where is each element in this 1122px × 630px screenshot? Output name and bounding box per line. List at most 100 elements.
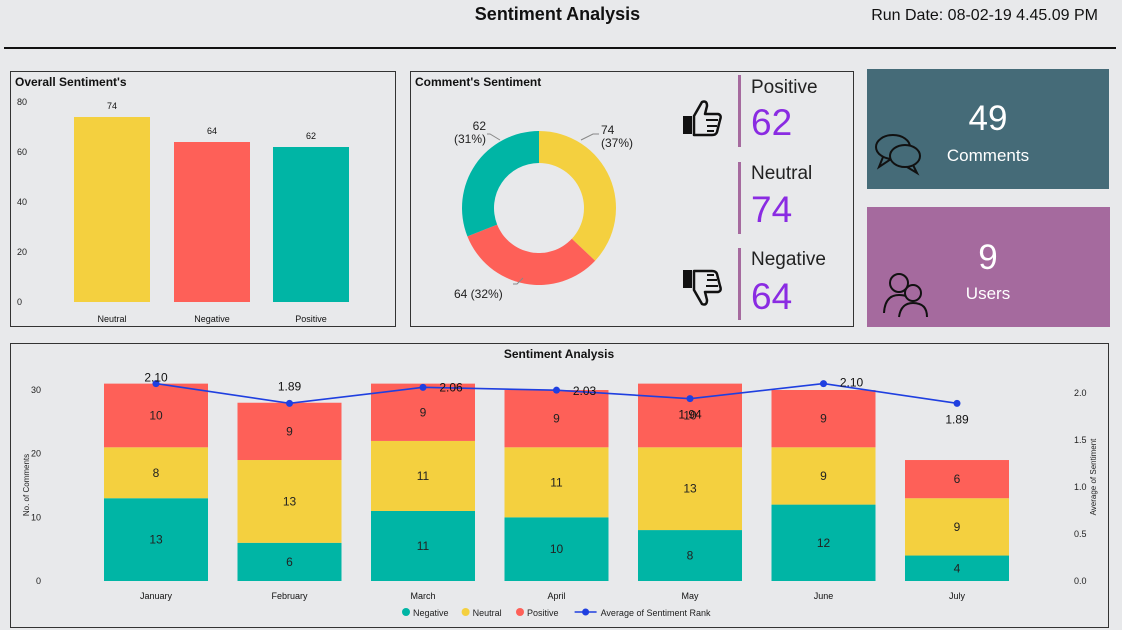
segment-value-label: 13	[283, 494, 297, 508]
legend-label: Average of Sentiment Rank	[601, 608, 711, 618]
y2-tick-label: 0.0	[1074, 576, 1087, 586]
x-tick-label: January	[140, 591, 173, 601]
stacked-bar-positive	[771, 390, 876, 448]
slice-label: (37%)	[601, 136, 633, 150]
neutral-kpi-accent	[738, 162, 741, 234]
overall-sentiment-title: Overall Sentiment's	[15, 75, 127, 89]
segment-value-label: 9	[820, 469, 827, 483]
x-tick-label: March	[410, 591, 435, 601]
x-tick-label: Neutral	[97, 314, 126, 324]
stacked-bar-positive	[905, 460, 1009, 499]
y-tick-label: 0	[17, 297, 22, 307]
segment-value-label: 6	[954, 472, 961, 486]
stacked-bar-neutral	[237, 460, 342, 543]
segment-value-label: 10	[149, 408, 163, 422]
bar-positive	[273, 147, 349, 302]
segment-value-label: 4	[954, 561, 961, 575]
line-value-label: 2.10	[840, 376, 864, 390]
neutral-kpi-value: 74	[751, 189, 793, 230]
line-point	[686, 395, 694, 403]
slice-leader-line	[580, 133, 599, 141]
line-point	[953, 399, 961, 407]
stacked-bar-positive	[104, 383, 208, 448]
segment-value-label: 9	[420, 405, 427, 419]
overall-sentiment-panel: Overall Sentiment's 0 20 40 60 80 74 Neutral 64…	[10, 71, 396, 327]
users-icon	[883, 273, 928, 318]
monthly-sentiment-panel: Sentiment Analysis 0 10 20 30 0.0 0.5 1.0 1.5 2.0…	[10, 343, 1109, 628]
y2-axis-title: Average of Sentiment	[1089, 438, 1098, 516]
y2-tick-label: 0.5	[1074, 529, 1087, 539]
stacked-bar-neutral	[638, 447, 742, 531]
thumbs-up-icon	[683, 100, 722, 137]
stacked-bar-neutral	[504, 447, 609, 518]
donut-slice-negative	[467, 224, 596, 286]
comment-sentiment-title: Comment's Sentiment	[415, 75, 542, 89]
chat-bubbles-icon	[875, 134, 921, 176]
overall-sentiment-chart: 0 20 40 60 80 74 Neutral 64 Negative 62 Positive	[17, 97, 349, 324]
comment-sentiment-donut: 74(37%) 64 (32%) 62(31%)	[454, 119, 633, 301]
legend-label: Negative	[413, 608, 449, 618]
y-tick-label: 10	[31, 512, 41, 522]
positive-kpi-accent	[738, 75, 741, 147]
stacked-bar-neutral	[905, 498, 1009, 556]
segment-value-label: 6	[286, 555, 293, 569]
line-value-label: 1.89	[278, 379, 302, 393]
negative-kpi-label: Negative	[751, 249, 826, 270]
slice-label: 62	[473, 119, 487, 133]
line-point	[419, 383, 427, 391]
legend-marker-positive	[516, 608, 524, 616]
slice-leader-line	[487, 133, 501, 141]
y2-tick-label: 2.0	[1074, 388, 1087, 398]
users-count: 9	[978, 238, 998, 277]
comments-card: 49 Comments	[867, 69, 1109, 189]
slice-label: (31%)	[454, 132, 486, 146]
y-tick-label: 40	[17, 197, 27, 207]
y-tick-label: 80	[17, 97, 27, 107]
y-tick-label: 0	[36, 576, 41, 586]
x-tick-label: May	[681, 591, 699, 601]
stacked-bar-negative	[104, 498, 208, 581]
segment-value-label: 11	[417, 539, 430, 553]
y2-tick-label: 1.0	[1074, 482, 1087, 492]
users-card: 9 Users	[867, 207, 1110, 327]
stacked-bar-positive	[237, 402, 342, 461]
negative-kpi-value: 64	[751, 276, 793, 317]
donut-slice-positive	[462, 130, 539, 237]
bar-value-label: 64	[207, 126, 217, 136]
segment-value-label: 13	[683, 482, 697, 496]
segment-value-label: 13	[149, 533, 163, 547]
segment-value-label: 8	[687, 549, 694, 563]
stacked-bar-negative	[371, 510, 475, 581]
line-value-label: 1.89	[945, 412, 969, 426]
line-value-label: 1.94	[678, 408, 702, 422]
segment-value-label: 11	[417, 469, 430, 483]
line-point	[820, 380, 827, 388]
bar-neutral	[74, 117, 150, 302]
segment-value-label: 10	[683, 408, 697, 422]
line-point	[553, 386, 560, 394]
negative-kpi-accent	[738, 248, 741, 320]
segment-value-label: 10	[550, 542, 564, 556]
users-label: Users	[965, 284, 1011, 303]
comment-sentiment-panel: Comment's Sentiment 74 (37%) 64 (32%) 62 (31…	[410, 71, 854, 327]
y-axis-title: No. of Comments	[22, 454, 31, 516]
x-tick-label: April	[547, 591, 565, 601]
stacked-bar-negative	[905, 555, 1009, 581]
stacked-bar-neutral	[771, 447, 876, 505]
line-value-label: 2.03	[573, 384, 597, 398]
segment-value-label: 9	[954, 520, 961, 534]
segment-value-label: 11	[550, 475, 563, 489]
x-tick-label: February	[271, 591, 308, 601]
x-tick-label: Positive	[295, 314, 327, 324]
segment-value-label: 9	[820, 412, 827, 426]
x-tick-label: July	[949, 591, 966, 601]
x-tick-label: June	[814, 591, 834, 601]
segment-value-label: 8	[153, 466, 160, 480]
y2-tick-label: 1.5	[1074, 435, 1087, 445]
header-divider	[4, 47, 1116, 49]
x-tick-label: Negative	[194, 314, 230, 324]
legend-line-point	[582, 608, 590, 616]
bar-value-label: 74	[107, 101, 117, 111]
bar-negative	[174, 142, 250, 302]
positive-kpi-value: 62	[751, 102, 793, 143]
